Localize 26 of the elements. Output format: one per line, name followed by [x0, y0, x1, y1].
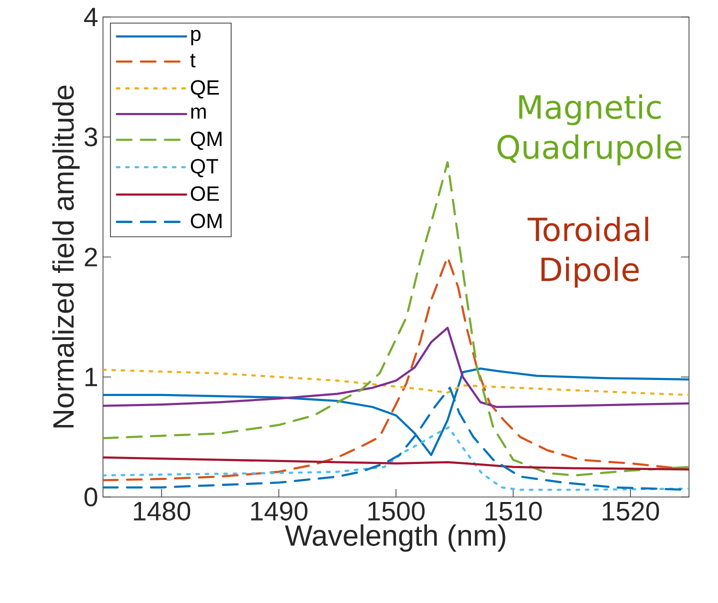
legend-label: t	[190, 54, 196, 68]
x-axis-title: Wavelength (nm)	[285, 524, 506, 552]
legend-label: OM	[190, 214, 222, 228]
y-tick-label: 0	[84, 488, 98, 506]
y-tick-label: 2	[84, 248, 97, 266]
y-tick-label: 3	[84, 128, 98, 146]
legend-label: QM	[190, 132, 222, 150]
x-tick-label: 1520	[602, 502, 659, 521]
legend-label: QE	[190, 80, 219, 98]
line-series	[103, 426, 689, 491]
line-series	[103, 326, 689, 408]
legend-label: QT	[190, 158, 218, 178]
y-axis-title: Normalized field amplitude	[52, 86, 80, 428]
y-tick-label: 4	[84, 8, 98, 26]
x-tick-label: 1510	[486, 502, 542, 521]
y-tick-label: 1	[85, 368, 97, 386]
legend-label: OE	[190, 186, 219, 201]
x-tick-label: 1500	[368, 502, 425, 521]
line-series	[103, 456, 689, 470]
x-tick-label: 1490	[251, 502, 308, 521]
x-tick-label: 1480	[134, 502, 190, 521]
line-series	[103, 368, 689, 396]
legend-label: m	[191, 108, 206, 119]
annotation: Magnetic Quadrupole	[498, 94, 682, 166]
annotation: Toroidal Dipole	[528, 216, 648, 288]
legend-label: p	[191, 30, 201, 46]
